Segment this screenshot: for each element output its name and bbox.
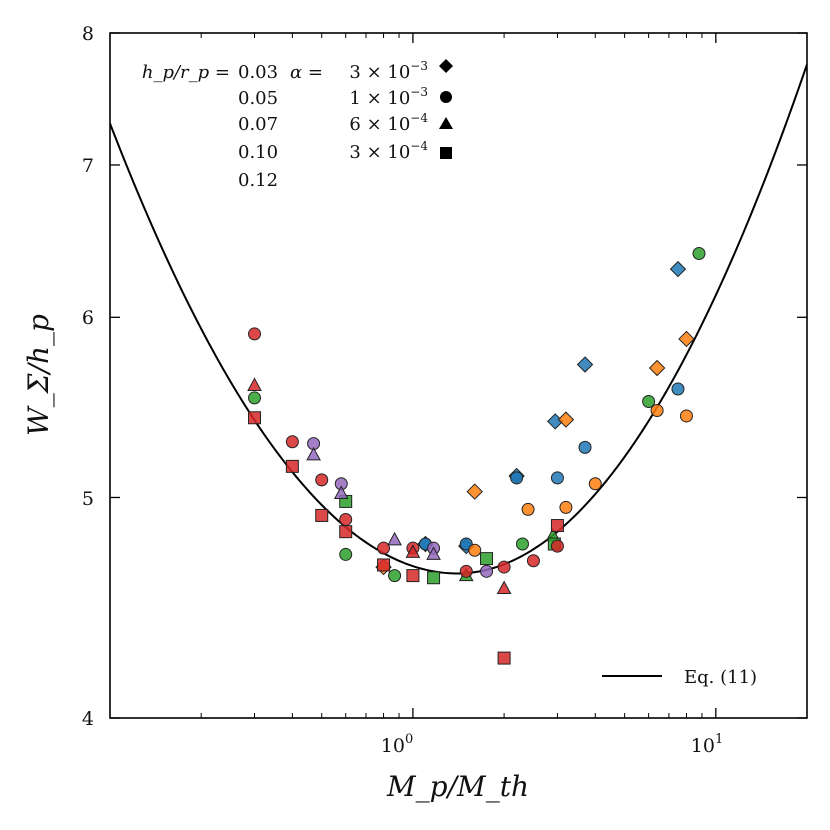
data-point-0.07-circle	[248, 391, 262, 405]
data-point-0.03-circle	[578, 440, 592, 454]
data-point-0.10-circle	[339, 512, 353, 526]
y-tick-label-6: 6	[82, 307, 94, 329]
data-point-0.12-triangle	[387, 531, 402, 546]
data-point-0.03-diamond	[576, 356, 594, 373]
plot-frame	[109, 32, 808, 719]
y-axis-title: W_Σ/h_p	[22, 314, 55, 436]
data-point-0.05-circle	[679, 409, 693, 423]
data-point-0.10-square	[285, 459, 299, 473]
y-tick-label-8: 8	[82, 23, 94, 45]
data-point-0.10-square	[377, 558, 391, 572]
data-point-0.05-circle	[588, 477, 602, 491]
data-point-0.10-circle	[285, 435, 299, 449]
x-tick-label-10-0: 100	[381, 732, 413, 757]
plot-area	[110, 33, 807, 718]
y-tick-label-7: 7	[82, 155, 94, 177]
data-point-0.07-circle	[339, 547, 353, 561]
data-point-0.10-triangle	[247, 377, 262, 391]
legend-aspect-label: h_p/r_p =	[142, 62, 230, 83]
x-tick-label-10-1: 101	[691, 732, 723, 757]
data-point-0.07-circle	[642, 394, 656, 408]
data-point-0.03-circle	[671, 382, 685, 396]
data-point-0.10-circle	[497, 560, 511, 574]
data-point-0.10-square	[550, 519, 564, 533]
data-point-0.03-diamond	[669, 260, 687, 278]
legend-aspect-0.12: 0.12	[238, 170, 278, 191]
data-point-0.10-square	[248, 411, 262, 425]
data-point-0.10-circle	[526, 554, 540, 568]
data-point-0.05-circle	[559, 500, 573, 514]
legend-line-label: Eq. (11)	[684, 667, 757, 688]
data-point-0.10-circle	[248, 327, 262, 341]
data-point-0.10-circle	[315, 473, 329, 487]
data-point-0.07-circle	[515, 537, 529, 551]
data-point-0.05-diamond	[648, 359, 666, 377]
data-point-0.12-triangle	[333, 485, 349, 500]
data-point-0.05-diamond	[678, 330, 695, 348]
data-point-0.10-square	[315, 508, 329, 522]
data-point-0.10-triangle	[405, 544, 421, 558]
data-point-0.07-circle	[388, 569, 402, 583]
data-point-0.10-square	[406, 569, 420, 583]
data-point-0.10-square	[339, 525, 353, 539]
data-point-0.10-circle	[459, 564, 473, 578]
legend-alpha-3: 6 × 10−4	[349, 111, 428, 135]
data-point-0.10-triangle	[496, 580, 512, 595]
legend: h_p/r_p = 0.03 0.05 0.07 0.10 0.12 α = 3…	[142, 59, 757, 688]
data-point-0.12-circle	[480, 564, 494, 578]
legend-aspect-0.03: 0.03	[238, 62, 278, 83]
legend-alpha-2: 1 × 10−3	[349, 85, 428, 109]
legend-square-marker	[440, 147, 452, 159]
data-point-0.12-triangle	[426, 546, 441, 560]
data-point-0.07-square	[480, 552, 494, 566]
legend-alpha-1: 3 × 10−3	[349, 59, 428, 83]
data-point-0.03-circle	[510, 471, 524, 485]
legend-aspect-0.05: 0.05	[238, 88, 278, 109]
legend-triangle-marker	[439, 117, 453, 129]
data-point-0.05-diamond	[466, 483, 483, 500]
data-point-0.12-triangle	[306, 446, 321, 461]
legend-circle-marker	[440, 91, 452, 103]
legend-aspect-0.07: 0.07	[238, 114, 278, 135]
legend-diamond-marker	[439, 59, 453, 73]
x-axis-title: M_p/M_th	[386, 770, 529, 803]
legend-alpha-4: 3 × 10−4	[349, 139, 428, 163]
legend-aspect-0.10: 0.10	[238, 142, 278, 163]
data-point-0.07-circle	[692, 247, 706, 261]
data-point-0.07-square	[427, 571, 441, 585]
data-point-0.05-diamond	[557, 411, 575, 428]
y-tick-label-5: 5	[82, 488, 94, 510]
data-point-0.03-circle	[550, 471, 564, 485]
legend-alpha-prefix: α =	[290, 62, 323, 83]
data-point-0.05-circle	[521, 502, 535, 516]
data-point-0.05-circle	[468, 543, 482, 557]
y-tick-label-4: 4	[82, 708, 94, 730]
data-point-0.05-circle	[650, 404, 664, 418]
data-point-0.10-circle	[550, 539, 564, 553]
data-point-0.10-square	[497, 651, 511, 665]
data-point-0.10-circle	[377, 541, 391, 555]
eq11-curve	[110, 64, 807, 575]
